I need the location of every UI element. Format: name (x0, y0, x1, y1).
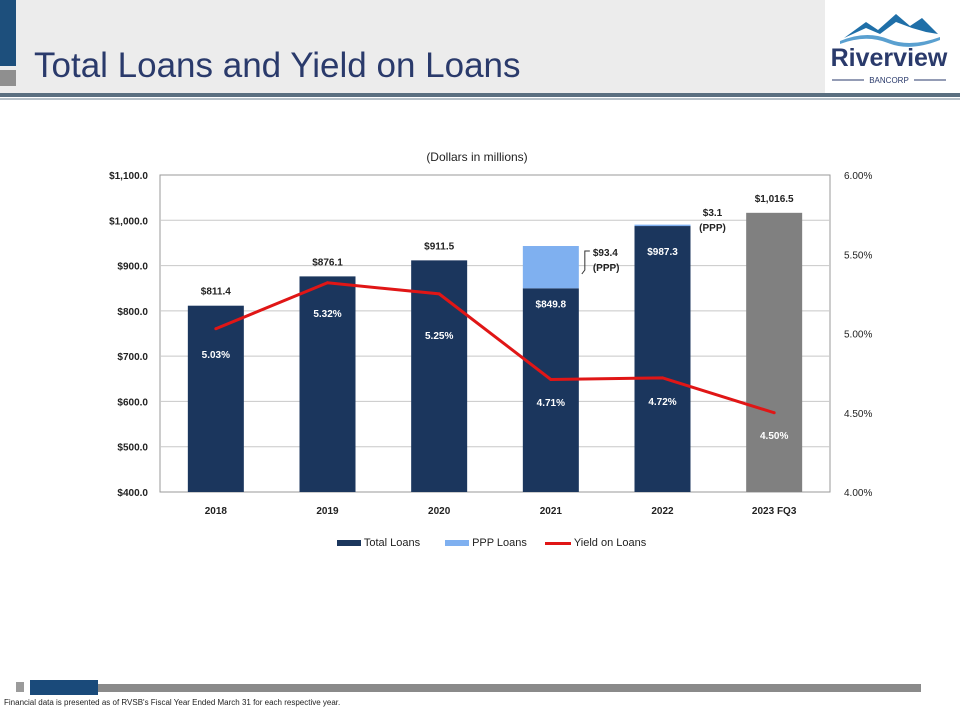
x-tick-label: 2019 (316, 506, 339, 517)
left-tick-label: $900.0 (117, 262, 148, 273)
yield-value-label: 5.25% (425, 331, 453, 342)
bar-total-loans (411, 260, 468, 492)
footer-bar-dark (30, 680, 98, 695)
legend-yield: Yield on Loans (545, 537, 646, 549)
legend-total-loans: Total Loans (337, 537, 420, 549)
footer-square (16, 682, 24, 692)
right-tick-label: 5.50% (844, 250, 872, 261)
x-tick-label: 2023 FQ3 (752, 506, 797, 517)
legend-label-ppp: PPP Loans (472, 537, 527, 549)
legend-label-yield: Yield on Loans (573, 537, 647, 549)
yield-point (214, 327, 218, 331)
bar-ppp-loans (522, 246, 579, 289)
x-tick-label: 2021 (540, 506, 563, 517)
header-rule (0, 93, 960, 97)
ppp-callout-value: $3.1 (703, 208, 723, 219)
yield-point (437, 292, 441, 296)
yield-value-label: 5.32% (313, 309, 341, 320)
bar-total-loans (187, 305, 244, 492)
bar-value-label: $849.8 (536, 299, 567, 310)
yield-point (549, 377, 553, 381)
right-tick-label: 6.00% (844, 171, 872, 182)
yield-value-label: 4.71% (537, 398, 565, 409)
x-tick-label: 2022 (651, 506, 674, 517)
footer-bar-grey (98, 684, 921, 692)
yield-value-label: 4.50% (760, 431, 788, 442)
legend-swatch-yield (545, 541, 571, 545)
header-accent-grey (0, 70, 16, 86)
header-band (0, 0, 825, 93)
x-tick-label: 2020 (428, 506, 451, 517)
bar-total-loans (634, 226, 691, 493)
bar-value-label: $911.5 (424, 241, 454, 252)
left-tick-label: $1,000.0 (109, 216, 148, 227)
left-tick-label: $1,100.0 (109, 171, 148, 182)
ppp-callout-bracket (581, 250, 590, 275)
right-tick-label: 4.50% (844, 409, 872, 420)
logo-sub: BANCORP (869, 76, 909, 85)
yield-point (772, 411, 776, 415)
legend-ppp-loans: PPP Loans (445, 537, 527, 549)
yield-value-label: 4.72% (648, 397, 676, 408)
legend-swatch-total (337, 540, 361, 547)
header-accent-dark (0, 0, 16, 66)
ppp-callout-value: $93.4 (593, 248, 618, 259)
left-tick-label: $400.0 (117, 488, 148, 499)
left-tick-label: $500.0 (117, 443, 148, 454)
yield-value-label: 5.03% (202, 350, 230, 361)
plot-border (159, 174, 831, 493)
ppp-callout-tag: (PPP) (699, 223, 726, 234)
legend-label-total: Total Loans (363, 537, 421, 549)
bar-ppp-loans (634, 224, 691, 227)
bar-total-loans (299, 276, 356, 492)
legend-swatch-ppp (445, 540, 469, 547)
bar-value-label: $987.3 (647, 247, 678, 258)
logo-name: Riverview (831, 44, 948, 72)
bar-value-label: $1,016.5 (755, 194, 794, 205)
left-tick-label: $700.0 (117, 352, 148, 363)
yield-point (326, 281, 329, 285)
ppp-callout-tag: (PPP) (593, 263, 620, 274)
riverview-logo: Riverview BANCORP (831, 14, 948, 85)
left-tick-label: $800.0 (117, 307, 148, 318)
yield-point (661, 376, 664, 380)
bar-value-label: $876.1 (312, 257, 343, 268)
left-tick-label: $600.0 (117, 397, 148, 408)
right-tick-label: 4.00% (844, 488, 872, 499)
x-tick-label: 2018 (205, 506, 228, 517)
chart-subtitle: (Dollars in millions) (426, 150, 527, 164)
slide-title: Total Loans and Yield on Loans (34, 46, 521, 85)
mountain-wave-icon (840, 14, 940, 47)
bar-value-label: $811.4 (201, 287, 231, 298)
bar-total-loans (746, 212, 803, 492)
footnote: Financial data is presented as of RVSB's… (4, 698, 341, 707)
yield-line (215, 281, 775, 415)
right-tick-label: 5.00% (844, 330, 872, 341)
header-rule-light (0, 98, 960, 100)
bar-total-loans (522, 288, 579, 492)
